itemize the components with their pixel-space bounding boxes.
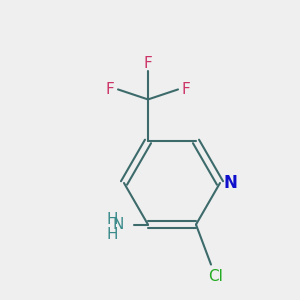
Text: N: N [112, 217, 124, 232]
Text: F: F [144, 56, 152, 71]
Text: N: N [223, 174, 237, 192]
Text: Cl: Cl [208, 269, 224, 284]
Text: H: H [106, 212, 118, 227]
Text: H: H [106, 227, 118, 242]
Text: F: F [182, 82, 190, 97]
Text: F: F [106, 82, 114, 97]
